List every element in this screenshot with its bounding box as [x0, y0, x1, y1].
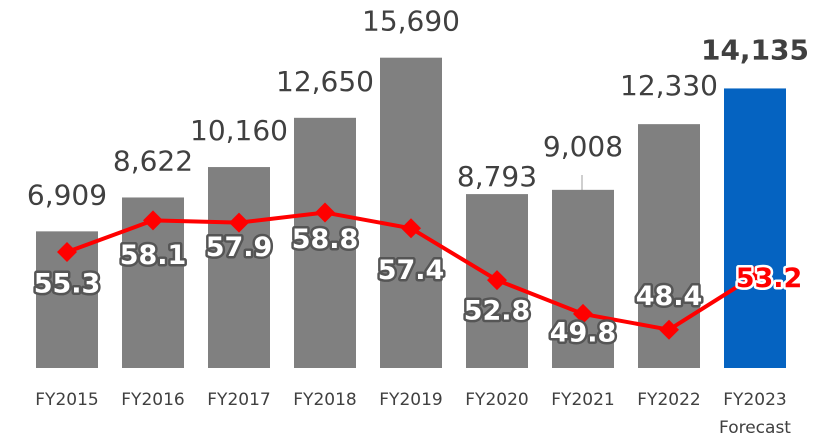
bar — [208, 167, 270, 368]
bar — [724, 88, 786, 369]
x-tick-label: FY2022 — [637, 390, 700, 410]
x-tick-label: FY2019 — [379, 390, 442, 410]
bar — [380, 57, 442, 368]
annotation: Forecast — [719, 418, 791, 438]
bar-value-label: 12,650 — [276, 65, 374, 98]
bar — [552, 189, 614, 368]
line-marker — [401, 218, 421, 239]
x-tick-label: FY2020 — [465, 390, 528, 410]
line-value-label: 53.2 — [736, 263, 803, 294]
bar-value-label: 14,135 — [701, 33, 809, 66]
x-tick-label: FY2023 — [723, 390, 786, 410]
line-marker — [487, 270, 507, 291]
line-value-label: 57.9 — [206, 232, 273, 263]
bar-value-label: 8,793 — [457, 160, 537, 193]
line-value-label: 58.8 — [292, 224, 359, 255]
line-marker — [315, 202, 335, 223]
line-marker — [745, 265, 765, 286]
bar-value-label: 9,008 — [543, 130, 623, 163]
line-value-label: 49.8 — [550, 317, 617, 348]
line-value-label: 55.3 — [34, 268, 101, 299]
bar-value-label: 6,909 — [27, 178, 107, 211]
bar-value-label: 12,330 — [620, 69, 718, 102]
bar-value-label: 15,690 — [362, 5, 460, 38]
line-marker — [659, 319, 679, 340]
x-tick-label: FY2021 — [551, 390, 614, 410]
line-marker — [573, 303, 593, 324]
line-marker — [57, 241, 77, 262]
x-tick-label: FY2016 — [121, 390, 184, 410]
x-tick-label: FY2015 — [35, 390, 98, 410]
line-marker — [143, 210, 163, 231]
bar — [294, 117, 356, 368]
line-value-label: 48.4 — [636, 281, 703, 312]
x-tick-label: FY2017 — [207, 390, 270, 410]
x-tick-label: FY2018 — [293, 390, 356, 410]
line-value-label: 52.8 — [464, 296, 531, 327]
bar-value-label: 8,622 — [113, 144, 193, 177]
line-value-label: 57.4 — [378, 255, 445, 286]
line-value-label: 58.1 — [120, 240, 187, 271]
bar-value-label: 10,160 — [190, 114, 288, 147]
line-marker — [229, 212, 249, 233]
